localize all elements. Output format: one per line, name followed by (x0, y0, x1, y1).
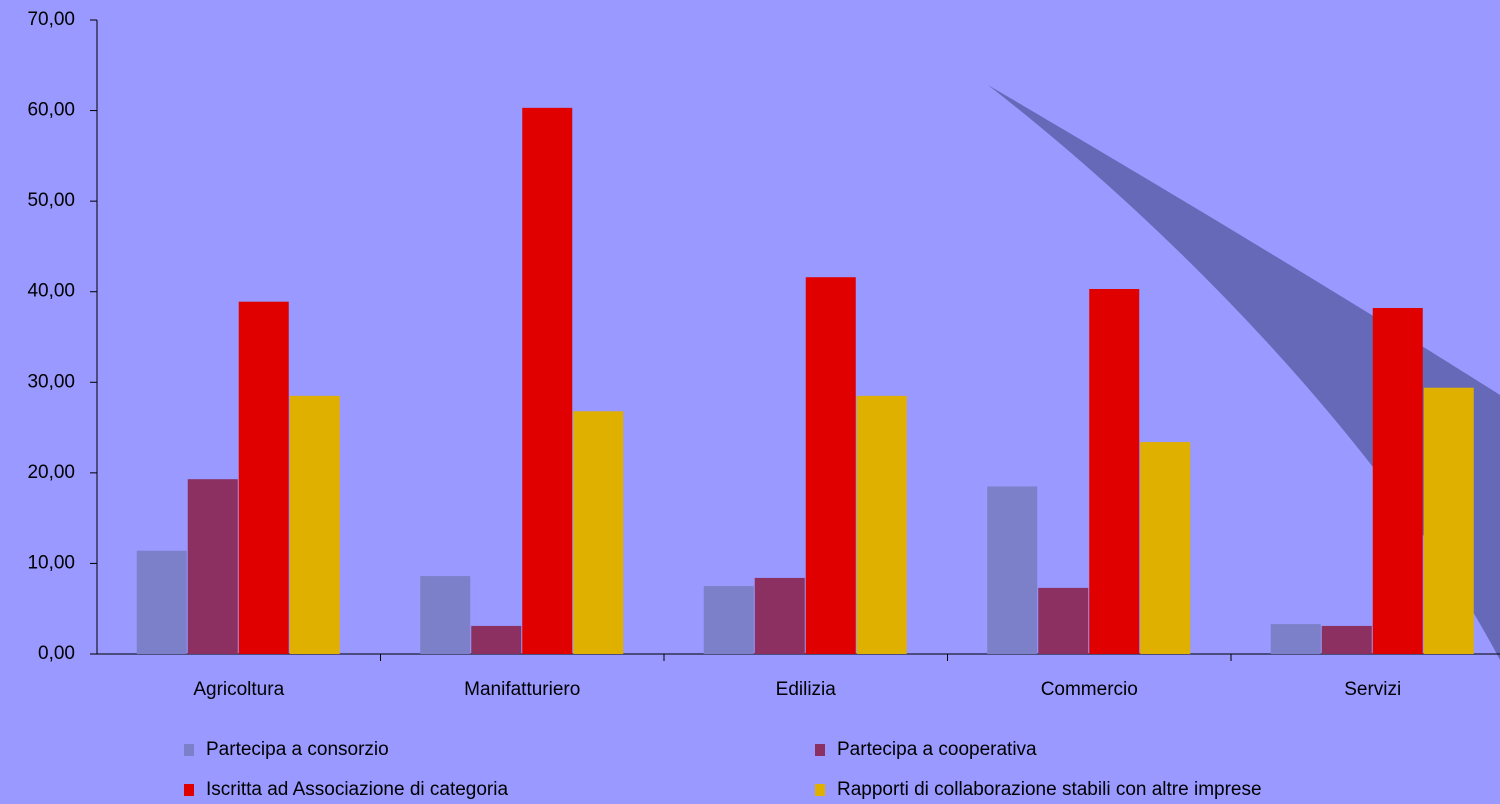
bar (805, 277, 856, 654)
y-tick-label: 30,00 (27, 371, 75, 392)
legend-label: Iscritta ad Associazione di categoria (206, 779, 508, 800)
y-tick-label: 40,00 (27, 281, 75, 302)
legend-marker (184, 744, 194, 756)
y-tick-label: 60,00 (27, 100, 75, 121)
bar (856, 395, 907, 654)
y-tick-label: 70,00 (27, 9, 75, 30)
bar (522, 107, 573, 654)
bar (1270, 624, 1321, 654)
bar (703, 586, 754, 654)
bar (1321, 625, 1372, 654)
x-tick-label: Agricoltura (193, 679, 284, 700)
bar (420, 576, 471, 654)
bar (1140, 442, 1191, 654)
y-tick-label: 0,00 (38, 643, 75, 664)
bar (1423, 387, 1474, 654)
bar (573, 411, 624, 654)
bar (987, 486, 1038, 654)
x-tick-label: Edilizia (776, 679, 837, 700)
bar (238, 301, 289, 654)
bar (1372, 308, 1423, 654)
legend-marker (184, 784, 194, 796)
bar (471, 625, 522, 654)
x-tick-label: Commercio (1041, 679, 1138, 700)
legend-label: Partecipa a consorzio (206, 739, 389, 760)
x-tick-label: Manifatturiero (464, 679, 580, 700)
bar (1089, 288, 1140, 654)
legend-marker (815, 744, 825, 756)
bar (289, 395, 340, 654)
legend-marker (815, 784, 825, 796)
y-tick-label: 20,00 (27, 462, 75, 483)
y-tick-label: 50,00 (27, 190, 75, 211)
legend-label: Rapporti di collaborazione stabili con a… (837, 779, 1262, 800)
bar (136, 550, 187, 654)
bar (1038, 587, 1089, 654)
legend-label: Partecipa a cooperativa (837, 739, 1037, 760)
bar (754, 577, 805, 654)
bar (187, 479, 238, 654)
x-tick-label: Servizi (1344, 679, 1401, 700)
y-tick-label: 10,00 (27, 552, 75, 573)
